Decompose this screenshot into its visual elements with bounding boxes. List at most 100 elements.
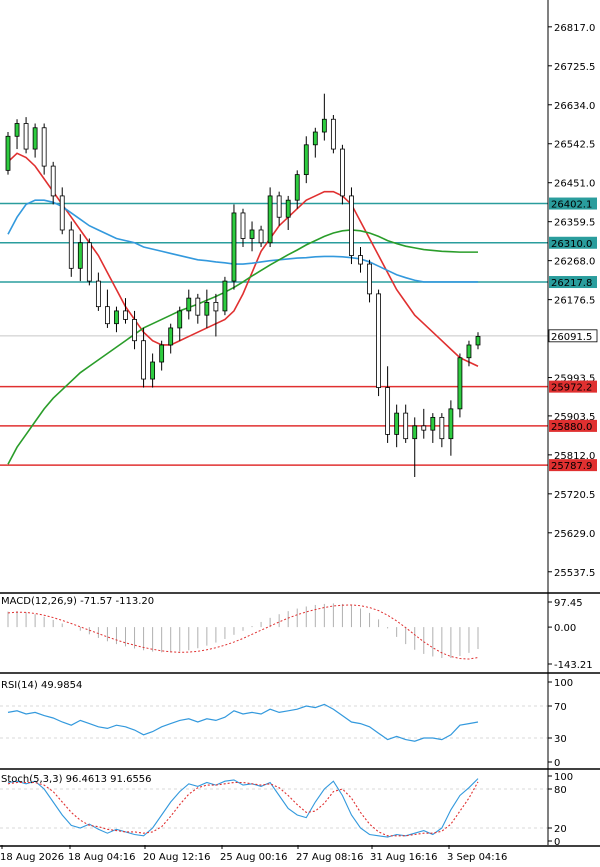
candle <box>41 123 47 175</box>
candle <box>430 413 436 443</box>
candle <box>457 353 463 418</box>
candle <box>222 276 228 316</box>
candle <box>50 161 56 205</box>
rsi-title: RSI(14) 49.9854 <box>1 680 82 691</box>
candle-body-down <box>95 280 101 308</box>
candle-body-up <box>303 144 309 176</box>
candle-body-up <box>312 131 318 146</box>
candle-body-down <box>376 293 381 388</box>
candle <box>475 332 481 350</box>
candle-body-down <box>340 148 345 197</box>
candle <box>114 306 119 333</box>
current-price-label: 26091.5 <box>551 332 592 343</box>
candle-body-down <box>50 165 56 197</box>
candle-body-up <box>177 310 183 329</box>
candle <box>412 417 418 478</box>
x-tick-label: 31 Aug 16:16 <box>370 852 437 863</box>
stoch-panel: 100 80 20 0 Stoch(5,3,3) 96.4613 91.6556 <box>0 772 573 848</box>
candle <box>385 366 391 443</box>
candle-body-up <box>394 412 400 435</box>
candle-body-down <box>141 340 146 380</box>
candle-body-up <box>5 135 11 171</box>
price-tick-label: 25720.5 <box>554 490 595 501</box>
candle-body-down <box>213 301 219 312</box>
candle <box>32 123 38 158</box>
price-tick-label: 25537.5 <box>554 568 595 579</box>
candle <box>340 144 345 205</box>
candle-body-up <box>186 297 192 312</box>
candle-body-down <box>86 242 92 282</box>
rsi-tick-label: 70 <box>554 702 567 713</box>
candle-body-up <box>448 408 454 440</box>
stoch-tick-label: 20 <box>554 824 567 835</box>
candle-body-down <box>123 310 128 320</box>
price-tick-label: 26451.0 <box>554 179 595 190</box>
candle-body-down <box>421 425 427 431</box>
x-tick-label: 27 Aug 08:16 <box>296 852 363 863</box>
candle-body-down <box>403 412 409 440</box>
candle-body-down <box>367 263 372 295</box>
level-label-box <box>549 276 597 289</box>
candle-body-up <box>77 242 83 269</box>
price-tick-label: 26817.0 <box>554 23 595 34</box>
candle-body-up <box>222 280 228 312</box>
rsi-line <box>7 703 479 742</box>
candle-body-down <box>68 229 74 269</box>
price-tick-label: 26176.5 <box>554 296 595 307</box>
level-label: 26402.1 <box>551 200 592 211</box>
stoch-tick-label: 100 <box>554 772 573 783</box>
candle-body-up <box>475 336 481 346</box>
macd-tick-label: 97.45 <box>554 598 583 609</box>
candle <box>86 238 92 286</box>
candle-body-down <box>105 306 110 325</box>
candle-body-up <box>32 127 38 150</box>
candle-body-down <box>349 195 354 256</box>
candle-body-up <box>457 357 463 410</box>
candle-body-down <box>439 416 445 440</box>
candle <box>68 221 74 277</box>
candle <box>240 208 246 248</box>
candle <box>204 289 210 328</box>
candle-body-up <box>14 123 20 137</box>
rsi-panel: 100 70 30 0 RSI(14) 49.9854 <box>0 678 573 769</box>
candle <box>159 340 165 371</box>
price-tick-label: 26542.5 <box>554 140 595 151</box>
candle <box>141 327 146 388</box>
candle <box>303 136 309 184</box>
candle <box>59 187 65 235</box>
x-tick-label: 18 Aug 2026 <box>0 852 64 863</box>
candle-body-up <box>249 229 255 239</box>
price-tick-label: 25993.5 <box>554 374 595 385</box>
price-tick-label: 26268.0 <box>554 257 595 268</box>
candle-body-down <box>358 255 363 265</box>
candle-body-up <box>285 199 291 218</box>
macd-signal-line <box>7 604 479 660</box>
candle <box>276 191 282 226</box>
candle <box>95 272 101 311</box>
candle <box>5 132 11 175</box>
candle-body-down <box>385 387 391 435</box>
candle <box>367 259 372 303</box>
candle-body-up <box>412 425 418 440</box>
x-tick-label: 20 Aug 12:16 <box>143 852 210 863</box>
candle <box>267 187 273 248</box>
candle-body-down <box>132 319 137 342</box>
candle-body-up <box>159 344 165 363</box>
candle-body-up <box>168 327 174 346</box>
candle <box>168 323 174 354</box>
candle <box>150 353 156 388</box>
rsi-tick-label: 30 <box>554 734 567 745</box>
level-label: 26310.0 <box>551 239 592 250</box>
stoch-title: Stoch(5,3,3) 96.4613 91.6556 <box>1 774 152 785</box>
candle-body-up <box>267 195 273 244</box>
candle-body-up <box>321 118 327 133</box>
candle-body-down <box>41 127 47 167</box>
x-axis: 18 Aug 2026 18 Aug 04:16 20 Aug 12:16 25 Au… <box>0 845 507 863</box>
candle <box>14 119 20 150</box>
candle <box>123 298 128 324</box>
candle-body-down <box>276 195 282 218</box>
candle <box>403 404 409 443</box>
price-tick-label: 26359.5 <box>554 218 595 229</box>
candle <box>77 234 83 282</box>
